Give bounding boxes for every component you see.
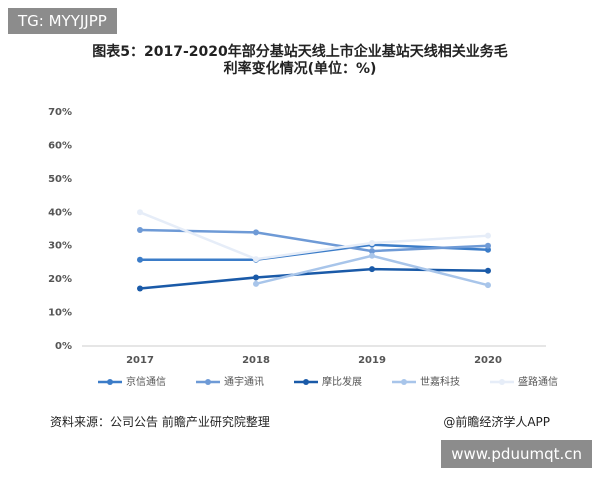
source: 资料来源：公司公告 前瞻产业研究院整理: [50, 415, 270, 429]
point: [137, 209, 143, 216]
point: [253, 280, 259, 287]
y-tick-label: 10%: [48, 308, 72, 319]
x-tick-label: 2020: [474, 355, 502, 366]
y-tick-label: 60%: [48, 140, 72, 151]
point: [137, 285, 143, 292]
legend-label: 京信通信: [126, 375, 166, 388]
point: [253, 274, 259, 281]
publisher: @前瞻经济学人APP: [443, 415, 550, 429]
y-tick-label: 0%: [55, 341, 72, 352]
y-tick-label: 40%: [48, 207, 72, 218]
legend-swatch-dot: [401, 379, 407, 385]
chart-title: 图表5：2017-2020年部分基站天线上市企业基站天线相关业务毛利率变化情况(…: [92, 44, 508, 77]
y-tick-label: 30%: [48, 241, 72, 252]
point: [485, 232, 491, 239]
series-line: [139, 211, 489, 261]
point: [369, 266, 375, 273]
x-tick-label: 2018: [242, 355, 270, 366]
legend-swatch-dot: [303, 379, 309, 385]
y-tick-label: 70%: [48, 107, 72, 118]
legend-label: 世嘉科技: [420, 375, 460, 388]
legend-label: 通宇通讯: [224, 375, 264, 388]
x-tick-label: 2017: [126, 355, 154, 366]
point: [369, 248, 375, 255]
x-tick-label: 2019: [358, 355, 386, 366]
point: [253, 229, 259, 236]
website: www.pduumqt.cn: [441, 440, 592, 468]
point: [253, 256, 259, 263]
point: [369, 240, 375, 247]
point: [485, 282, 491, 289]
legend-label: 盛路通信: [518, 375, 558, 388]
point: [137, 256, 143, 263]
point: [369, 252, 375, 259]
point: [137, 227, 143, 234]
series-line: [139, 228, 489, 253]
watermark: TG: MYYJJPP: [8, 8, 117, 34]
y-tick-label: 50%: [48, 174, 72, 185]
point: [485, 242, 491, 249]
point: [485, 267, 491, 274]
legend-swatch-dot: [499, 379, 505, 385]
legend-swatch-dot: [205, 379, 211, 385]
legend-swatch-dot: [107, 379, 113, 385]
legend-label: 摩比发展: [322, 375, 362, 388]
y-tick-label: 20%: [48, 274, 72, 285]
